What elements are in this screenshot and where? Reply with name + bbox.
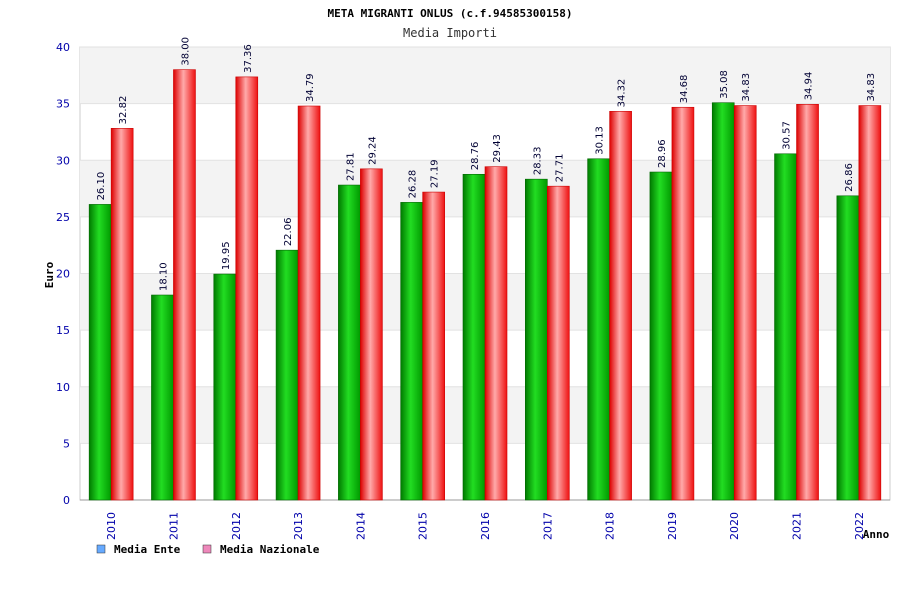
data-label: 27.19 bbox=[430, 159, 441, 188]
legend: Media Ente Media Nazionale bbox=[96, 543, 320, 556]
y-tick-label: 35 bbox=[56, 98, 70, 111]
bar-media-ente-2014 bbox=[338, 184, 361, 501]
x-axis-ticks: 2010 2011 2012 2013 2014 2015 2016 2017 2018 2019… bbox=[105, 512, 866, 540]
x-tick-label: 2014 bbox=[354, 512, 367, 540]
y-tick-label: 25 bbox=[56, 211, 70, 224]
data-label: 35.08 bbox=[719, 70, 730, 99]
bar-media-ente-2017 bbox=[525, 178, 548, 501]
x-tick-label: 2021 bbox=[791, 512, 804, 540]
bar-media-nazionale-2013 bbox=[297, 105, 321, 501]
x-tick-label: 2016 bbox=[479, 512, 492, 540]
x-tick-label: 2010 bbox=[105, 512, 118, 540]
bar-media-nazionale-2018 bbox=[609, 111, 632, 501]
bar-media-nazionale-2016 bbox=[484, 166, 508, 501]
bar-media-nazionale-2010 bbox=[110, 128, 134, 501]
data-label: 29.43 bbox=[492, 134, 503, 163]
bar-media-nazionale-2017 bbox=[547, 185, 570, 501]
x-tick-label: 2022 bbox=[853, 512, 866, 540]
data-label: 27.81 bbox=[345, 152, 356, 181]
bar-media-ente-2018 bbox=[587, 158, 610, 501]
y-axis-ticks: 0 5 10 15 20 25 30 35 40 bbox=[56, 41, 70, 507]
x-tick-label: 2012 bbox=[230, 512, 243, 540]
bar-media-ente-2012 bbox=[213, 273, 237, 501]
bar-media-ente-2016 bbox=[462, 173, 486, 501]
data-label: 29.24 bbox=[367, 136, 378, 165]
bar-media-nazionale-2022 bbox=[858, 105, 882, 501]
y-axis-label: Euro bbox=[43, 261, 56, 288]
y-tick-label: 5 bbox=[63, 437, 70, 450]
data-label: 27.71 bbox=[554, 154, 565, 183]
x-tick-label: 2015 bbox=[417, 512, 430, 540]
bar-media-ente-2011 bbox=[151, 294, 174, 501]
data-label: 28.33 bbox=[532, 147, 543, 176]
y-tick-label: 10 bbox=[56, 381, 70, 394]
bar-media-nazionale-2020 bbox=[733, 105, 757, 501]
data-label: 28.96 bbox=[657, 139, 668, 168]
x-tick-label: 2020 bbox=[728, 512, 741, 540]
data-label: 26.10 bbox=[96, 172, 107, 201]
bar-media-ente-2013 bbox=[275, 249, 299, 501]
y-tick-label: 20 bbox=[56, 268, 70, 281]
data-label: 32.82 bbox=[118, 96, 129, 125]
y-tick-label: 30 bbox=[56, 154, 70, 167]
data-label: 34.94 bbox=[804, 72, 815, 101]
x-axis-label: Anno bbox=[863, 528, 890, 541]
bar-media-ente-2022 bbox=[836, 195, 860, 501]
bar-media-nazionale-2014 bbox=[360, 168, 383, 501]
legend-label: Media Ente bbox=[114, 543, 181, 556]
x-tick-label: 2013 bbox=[292, 512, 305, 540]
x-tick-label: 2017 bbox=[541, 512, 554, 540]
bar-media-ente-2015 bbox=[400, 202, 423, 501]
data-label: 30.13 bbox=[595, 126, 606, 155]
y-tick-label: 15 bbox=[56, 324, 70, 337]
x-tick-label: 2019 bbox=[666, 512, 679, 540]
bar-media-ente-2019 bbox=[649, 171, 673, 501]
legend-label: Media Nazionale bbox=[220, 543, 320, 556]
data-label: 34.79 bbox=[305, 73, 316, 102]
data-label: 34.32 bbox=[617, 79, 628, 108]
data-label: 30.57 bbox=[782, 121, 793, 150]
chart-subtitle: Media Importi bbox=[403, 26, 497, 40]
data-labels: 26.10 32.82 18.10 38.00 19.95 37.36 22.06 34.79… bbox=[96, 37, 877, 291]
data-label: 34.83 bbox=[741, 73, 752, 102]
data-label: 28.76 bbox=[470, 142, 481, 171]
grid-band bbox=[80, 47, 890, 104]
bar-media-ente-2021 bbox=[774, 153, 797, 501]
bar-media-nazionale-2019 bbox=[671, 106, 695, 501]
chart-title: META MIGRANTI ONLUS (c.f.94585300158) bbox=[327, 7, 572, 20]
y-tick-label: 40 bbox=[56, 41, 70, 54]
bar-media-nazionale-2011 bbox=[173, 69, 196, 501]
data-label: 34.83 bbox=[866, 73, 877, 102]
legend-swatch bbox=[96, 544, 106, 554]
data-label: 22.06 bbox=[283, 218, 294, 247]
data-label: 38.00 bbox=[180, 37, 191, 66]
data-label: 19.95 bbox=[221, 241, 232, 270]
legend-swatch bbox=[202, 544, 212, 554]
x-tick-label: 2018 bbox=[604, 512, 617, 540]
y-tick-label: 0 bbox=[63, 494, 70, 507]
data-label: 34.68 bbox=[679, 75, 690, 104]
data-label: 26.86 bbox=[844, 163, 855, 192]
data-label: 37.36 bbox=[243, 44, 254, 73]
bars bbox=[88, 69, 882, 501]
x-tick-label: 2011 bbox=[167, 512, 180, 540]
data-label: 26.28 bbox=[408, 170, 419, 199]
bar-media-nazionale-2021 bbox=[796, 104, 819, 501]
bar-media-ente-2020 bbox=[711, 102, 735, 501]
bar-media-ente-2010 bbox=[88, 204, 112, 501]
bar-media-nazionale-2012 bbox=[235, 76, 259, 501]
data-label: 18.10 bbox=[158, 262, 169, 291]
bar-media-nazionale-2015 bbox=[422, 191, 445, 501]
